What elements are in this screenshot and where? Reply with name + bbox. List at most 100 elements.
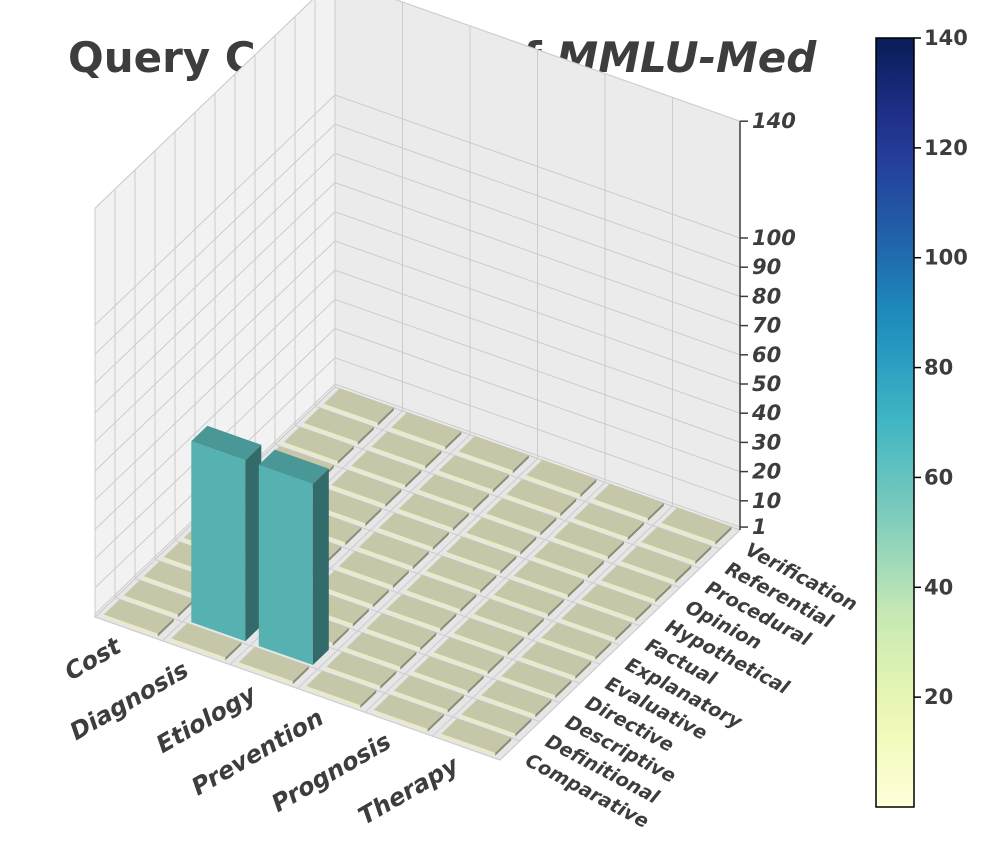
bar-side-face: [695, 545, 712, 564]
bar-side-face: [495, 737, 512, 756]
bar-side-face: [467, 675, 484, 694]
bar-side-face: [515, 718, 532, 737]
bar-side-face: [392, 570, 409, 589]
bar-front-face: [358, 547, 413, 570]
bar-top-face: [371, 431, 442, 466]
bar-cost-procedural: [283, 426, 354, 464]
bar-side-face: [472, 493, 489, 512]
bar-top-face: [461, 699, 532, 734]
bar-top-face: [338, 551, 409, 586]
bar-side-face: [555, 679, 572, 699]
bar-therapy-hypothetical: [581, 584, 652, 622]
z-tick-label: 80: [752, 284, 781, 308]
bar-prognosis-descriptive: [413, 656, 484, 694]
bar-front-face: [526, 475, 581, 498]
colorbar-tick-label: 100: [924, 246, 968, 270]
bar-top-face: [426, 555, 497, 591]
bar-front-face: [426, 571, 481, 593]
bar-side-face: [177, 599, 194, 618]
bar-therapy-referential: [641, 526, 712, 564]
bar-top-face: [351, 450, 422, 485]
y-gridline: [134, 169, 541, 723]
bar-front-face: [561, 618, 616, 641]
bar-front-face: [501, 676, 556, 699]
bar-side-face: [627, 521, 644, 541]
bar-front-face: [458, 451, 513, 474]
bar-front-face: [473, 614, 528, 636]
bar-therapy-descriptive: [481, 680, 552, 718]
bar-front-face: [513, 575, 568, 598]
z-tick-label: 100: [752, 226, 796, 250]
bar-cost-verification: [323, 388, 394, 426]
bar-etiology-verification: [458, 436, 529, 474]
bar-front-face: [366, 628, 421, 651]
bar-front-face: [191, 441, 246, 642]
bar-prognosis-verification: [593, 483, 664, 521]
bar-top-face: [501, 660, 572, 696]
bar-front-face: [541, 637, 596, 660]
bar-front-face: [258, 464, 313, 665]
bar-side-face: [365, 507, 382, 527]
bar-top-face: [438, 455, 509, 490]
bar-prevention-explanatory: [406, 574, 477, 613]
bar-top-face: [641, 526, 712, 562]
bar-top-face: [521, 641, 592, 677]
bar-front-face: [593, 499, 648, 521]
bar-front-face: [573, 518, 628, 541]
bar-etiology-explanatory: [338, 551, 409, 589]
bar-top-face: [326, 651, 397, 686]
bar-top-face: [303, 407, 374, 442]
bar-therapy-directive: [501, 660, 572, 699]
colorbar-tick-label: 40: [924, 575, 953, 599]
bar-top-face: [601, 565, 672, 600]
bar-side-face: [440, 613, 457, 632]
bar-prevention-procedural: [486, 498, 557, 536]
bar-top-face: [258, 449, 329, 484]
bar-side-face: [487, 656, 504, 675]
bar-side-face: [325, 546, 342, 565]
bar-front-face: [331, 485, 386, 507]
bar-prevention-factual: [426, 555, 497, 593]
bar-front-face: [481, 695, 536, 718]
bar-front-face: [283, 442, 338, 464]
bar-side-face: [427, 713, 444, 732]
bar-top-face: [398, 493, 469, 528]
bar-front-face: [506, 494, 561, 517]
bar-side-face: [560, 498, 577, 517]
bar-diagnosis-definitional: [191, 425, 262, 642]
bar-top-face: [418, 474, 489, 509]
bar-top-face: [373, 694, 444, 729]
bar-diagnosis-comparative: [171, 623, 242, 661]
y-gridline: [294, 16, 701, 569]
bar-side-face: [380, 670, 397, 689]
bar-front-face: [238, 662, 293, 685]
bar-side-face: [337, 445, 354, 464]
bar-side-face: [400, 651, 417, 670]
y-gridline: [154, 150, 561, 703]
bar-side-face: [385, 488, 402, 507]
bar-front-face: [446, 551, 501, 574]
colorbar-tick-label: 20: [924, 685, 953, 709]
z-tick-label: 60: [752, 343, 781, 367]
bar-front-face: [453, 633, 508, 656]
z-tick-label: 140: [752, 109, 796, 133]
bar-side-face: [460, 593, 477, 613]
bar-top-face: [561, 603, 632, 638]
bar-prognosis-definitional: [393, 675, 464, 713]
bar-side-face: [507, 636, 524, 656]
bar-cost-definitional: [123, 580, 194, 618]
bar-front-face: [441, 733, 496, 756]
bar-prevention-comparative: [306, 670, 377, 708]
bar-etiology-referential: [438, 455, 509, 493]
bar-top-face: [473, 598, 544, 634]
bar-prognosis-hypothetical: [513, 560, 584, 598]
bar-prevention-definitional: [326, 651, 397, 689]
bar-side-face: [245, 444, 262, 642]
bar-side-face: [332, 627, 349, 646]
bar-etiology-comparative: [238, 646, 309, 685]
bar-top-face: [573, 502, 644, 538]
bar-side-face: [412, 550, 429, 570]
bar-front-face: [581, 599, 636, 622]
bar-prognosis-factual: [493, 579, 564, 617]
bar-top-face: [466, 517, 537, 552]
